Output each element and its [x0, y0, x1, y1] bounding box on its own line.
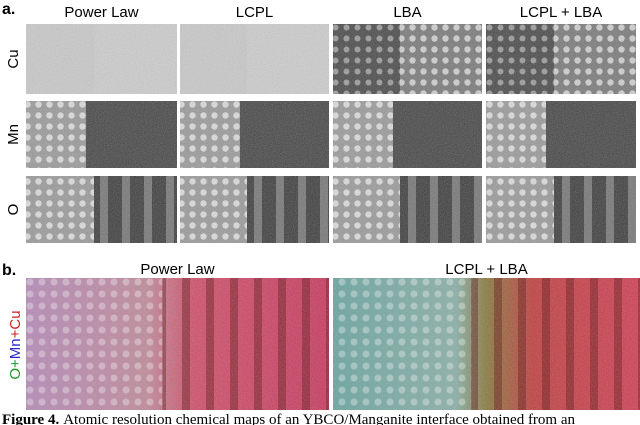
panel-label: a.	[2, 1, 15, 18]
map-noise	[26, 176, 177, 243]
column-header: LCPL + LBA	[445, 261, 527, 278]
row-label: Mn	[5, 124, 22, 145]
caption-text: Atomic resolution chemical maps of an YB…	[63, 412, 575, 425]
map-noise	[180, 101, 329, 168]
panel-label: b.	[2, 262, 16, 279]
map-noise	[180, 176, 329, 243]
map-noise	[333, 101, 482, 168]
row-label: O	[5, 204, 22, 216]
caption: Figure 4. Atomic resolution chemical maps…	[2, 412, 576, 425]
map-noise	[180, 24, 329, 94]
map-noise	[333, 24, 482, 94]
column-header: LCPL + LBA	[520, 4, 602, 21]
row-label: Cu	[5, 49, 22, 68]
map-noise	[486, 101, 636, 168]
channel-mn: Mn	[7, 338, 24, 359]
map-noise	[26, 101, 177, 168]
column-header: Power Law	[64, 4, 138, 21]
channel-cu: Cu	[7, 310, 24, 329]
plus: +	[7, 329, 24, 338]
channel-o: O	[7, 368, 24, 380]
rgb-noise	[333, 278, 640, 410]
column-header: LBA	[393, 4, 421, 21]
map-noise	[333, 176, 482, 243]
plus: +	[7, 359, 24, 368]
channel-label: O+Mn+Cu	[7, 310, 24, 379]
column-header: Power Law	[140, 261, 214, 278]
map-noise	[486, 24, 636, 94]
column-header: LCPL	[236, 4, 274, 21]
caption-label: Figure 4.	[2, 412, 59, 425]
rgb-noise	[26, 278, 329, 410]
map-noise	[486, 176, 636, 243]
map-noise	[26, 24, 177, 94]
